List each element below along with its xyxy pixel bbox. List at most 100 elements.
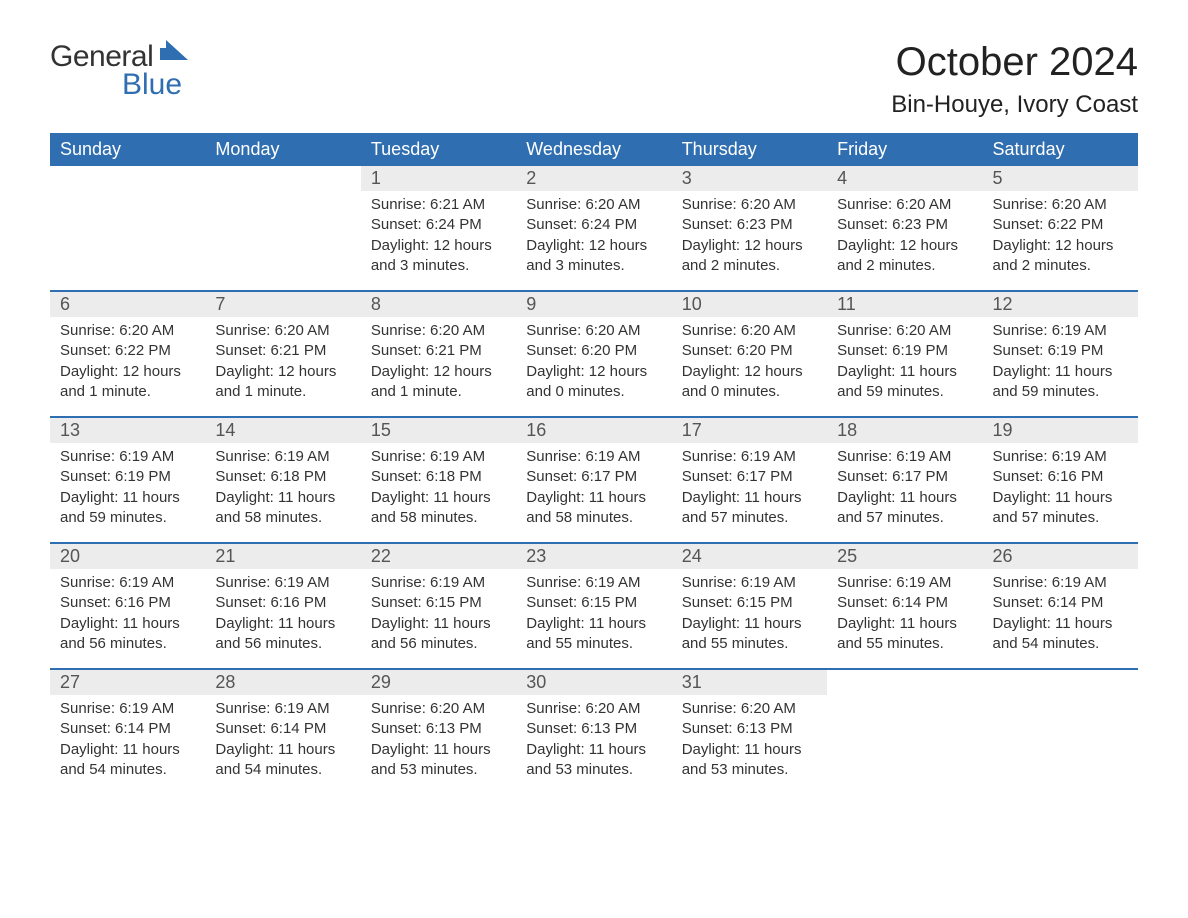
daylight-text: Daylight: 12 hours and 1 minute. xyxy=(60,362,195,403)
calendar-day: 21Sunrise: 6:19 AMSunset: 6:16 PMDayligh… xyxy=(205,544,360,668)
day-number: 29 xyxy=(361,670,516,695)
sunrise-text: Sunrise: 6:20 AM xyxy=(837,321,972,341)
sunset-text: Sunset: 6:23 PM xyxy=(682,215,817,235)
sunrise-text: Sunrise: 6:19 AM xyxy=(60,447,195,467)
daylight-text: Daylight: 11 hours and 58 minutes. xyxy=(526,488,661,529)
day-details: Sunrise: 6:19 AMSunset: 6:16 PMDaylight:… xyxy=(205,569,360,668)
sunset-text: Sunset: 6:18 PM xyxy=(371,467,506,487)
calendar-day: 11Sunrise: 6:20 AMSunset: 6:19 PMDayligh… xyxy=(827,292,982,416)
weekday-label: Saturday xyxy=(983,133,1138,166)
day-details: Sunrise: 6:19 AMSunset: 6:19 PMDaylight:… xyxy=(50,443,205,542)
calendar-day: 12Sunrise: 6:19 AMSunset: 6:19 PMDayligh… xyxy=(983,292,1138,416)
calendar-day: 6Sunrise: 6:20 AMSunset: 6:22 PMDaylight… xyxy=(50,292,205,416)
day-details: Sunrise: 6:19 AMSunset: 6:16 PMDaylight:… xyxy=(50,569,205,668)
calendar-day: 17Sunrise: 6:19 AMSunset: 6:17 PMDayligh… xyxy=(672,418,827,542)
sunset-text: Sunset: 6:13 PM xyxy=(682,719,817,739)
day-details: Sunrise: 6:20 AMSunset: 6:19 PMDaylight:… xyxy=(827,317,982,416)
sunrise-text: Sunrise: 6:19 AM xyxy=(837,573,972,593)
day-number: 14 xyxy=(205,418,360,443)
sunrise-text: Sunrise: 6:19 AM xyxy=(215,573,350,593)
day-number: 15 xyxy=(361,418,516,443)
day-details: Sunrise: 6:19 AMSunset: 6:19 PMDaylight:… xyxy=(983,317,1138,416)
calendar-day: 7Sunrise: 6:20 AMSunset: 6:21 PMDaylight… xyxy=(205,292,360,416)
sunrise-text: Sunrise: 6:20 AM xyxy=(526,321,661,341)
calendar-day: 22Sunrise: 6:19 AMSunset: 6:15 PMDayligh… xyxy=(361,544,516,668)
day-number: 18 xyxy=(827,418,982,443)
day-number: 10 xyxy=(672,292,827,317)
daylight-text: Daylight: 12 hours and 1 minute. xyxy=(215,362,350,403)
sunset-text: Sunset: 6:15 PM xyxy=(526,593,661,613)
sunset-text: Sunset: 6:14 PM xyxy=(215,719,350,739)
calendar-day: 8Sunrise: 6:20 AMSunset: 6:21 PMDaylight… xyxy=(361,292,516,416)
day-details: Sunrise: 6:20 AMSunset: 6:20 PMDaylight:… xyxy=(672,317,827,416)
calendar-week: 1Sunrise: 6:21 AMSunset: 6:24 PMDaylight… xyxy=(50,166,1138,290)
day-details: Sunrise: 6:19 AMSunset: 6:18 PMDaylight:… xyxy=(205,443,360,542)
sunrise-text: Sunrise: 6:20 AM xyxy=(682,699,817,719)
sunset-text: Sunset: 6:17 PM xyxy=(837,467,972,487)
sunrise-text: Sunrise: 6:19 AM xyxy=(60,699,195,719)
sunrise-text: Sunrise: 6:19 AM xyxy=(993,447,1128,467)
weekday-row: SundayMondayTuesdayWednesdayThursdayFrid… xyxy=(50,133,1138,166)
sunset-text: Sunset: 6:18 PM xyxy=(215,467,350,487)
daylight-text: Daylight: 12 hours and 3 minutes. xyxy=(371,236,506,277)
daylight-text: Daylight: 12 hours and 3 minutes. xyxy=(526,236,661,277)
sunset-text: Sunset: 6:16 PM xyxy=(60,593,195,613)
daylight-text: Daylight: 11 hours and 59 minutes. xyxy=(60,488,195,529)
day-number: 16 xyxy=(516,418,671,443)
sunset-text: Sunset: 6:22 PM xyxy=(60,341,195,361)
day-details: Sunrise: 6:20 AMSunset: 6:22 PMDaylight:… xyxy=(50,317,205,416)
weekday-label: Thursday xyxy=(672,133,827,166)
sunrise-text: Sunrise: 6:20 AM xyxy=(682,321,817,341)
daylight-text: Daylight: 11 hours and 58 minutes. xyxy=(215,488,350,529)
daylight-text: Daylight: 11 hours and 56 minutes. xyxy=(215,614,350,655)
sunrise-text: Sunrise: 6:21 AM xyxy=(371,195,506,215)
sunset-text: Sunset: 6:14 PM xyxy=(993,593,1128,613)
calendar-day xyxy=(50,166,205,290)
calendar-day: 9Sunrise: 6:20 AMSunset: 6:20 PMDaylight… xyxy=(516,292,671,416)
day-details: Sunrise: 6:19 AMSunset: 6:14 PMDaylight:… xyxy=(50,695,205,794)
title-block: October 2024 Bin-Houye, Ivory Coast xyxy=(891,40,1138,119)
day-number: 27 xyxy=(50,670,205,695)
day-number: 13 xyxy=(50,418,205,443)
day-number: 22 xyxy=(361,544,516,569)
weekday-label: Tuesday xyxy=(361,133,516,166)
calendar-day: 27Sunrise: 6:19 AMSunset: 6:14 PMDayligh… xyxy=(50,670,205,794)
sunset-text: Sunset: 6:24 PM xyxy=(371,215,506,235)
calendar-day xyxy=(827,670,982,794)
logo-word2: Blue xyxy=(122,68,188,102)
sunset-text: Sunset: 6:20 PM xyxy=(526,341,661,361)
day-number: 28 xyxy=(205,670,360,695)
calendar-day: 20Sunrise: 6:19 AMSunset: 6:16 PMDayligh… xyxy=(50,544,205,668)
day-details: Sunrise: 6:19 AMSunset: 6:17 PMDaylight:… xyxy=(827,443,982,542)
sunset-text: Sunset: 6:14 PM xyxy=(837,593,972,613)
sunset-text: Sunset: 6:17 PM xyxy=(526,467,661,487)
sunset-text: Sunset: 6:20 PM xyxy=(682,341,817,361)
daylight-text: Daylight: 11 hours and 53 minutes. xyxy=(526,740,661,781)
sunset-text: Sunset: 6:17 PM xyxy=(682,467,817,487)
calendar-week: 27Sunrise: 6:19 AMSunset: 6:14 PMDayligh… xyxy=(50,668,1138,794)
weekday-label: Monday xyxy=(205,133,360,166)
day-details: Sunrise: 6:20 AMSunset: 6:13 PMDaylight:… xyxy=(516,695,671,794)
day-details: Sunrise: 6:19 AMSunset: 6:16 PMDaylight:… xyxy=(983,443,1138,542)
sunset-text: Sunset: 6:16 PM xyxy=(993,467,1128,487)
daylight-text: Daylight: 11 hours and 57 minutes. xyxy=(682,488,817,529)
sunrise-text: Sunrise: 6:20 AM xyxy=(837,195,972,215)
calendar-day: 1Sunrise: 6:21 AMSunset: 6:24 PMDaylight… xyxy=(361,166,516,290)
logo-flag-icon xyxy=(160,40,188,65)
daylight-text: Daylight: 11 hours and 56 minutes. xyxy=(371,614,506,655)
sunrise-text: Sunrise: 6:19 AM xyxy=(215,447,350,467)
daylight-text: Daylight: 12 hours and 2 minutes. xyxy=(682,236,817,277)
day-details: Sunrise: 6:19 AMSunset: 6:18 PMDaylight:… xyxy=(361,443,516,542)
daylight-text: Daylight: 11 hours and 56 minutes. xyxy=(60,614,195,655)
weekday-label: Sunday xyxy=(50,133,205,166)
weekday-label: Wednesday xyxy=(516,133,671,166)
day-details: Sunrise: 6:20 AMSunset: 6:13 PMDaylight:… xyxy=(672,695,827,794)
day-number: 2 xyxy=(516,166,671,191)
day-number: 4 xyxy=(827,166,982,191)
sunrise-text: Sunrise: 6:19 AM xyxy=(526,447,661,467)
day-details: Sunrise: 6:21 AMSunset: 6:24 PMDaylight:… xyxy=(361,191,516,290)
calendar-day: 13Sunrise: 6:19 AMSunset: 6:19 PMDayligh… xyxy=(50,418,205,542)
sunset-text: Sunset: 6:13 PM xyxy=(371,719,506,739)
day-number: 20 xyxy=(50,544,205,569)
calendar-day: 10Sunrise: 6:20 AMSunset: 6:20 PMDayligh… xyxy=(672,292,827,416)
